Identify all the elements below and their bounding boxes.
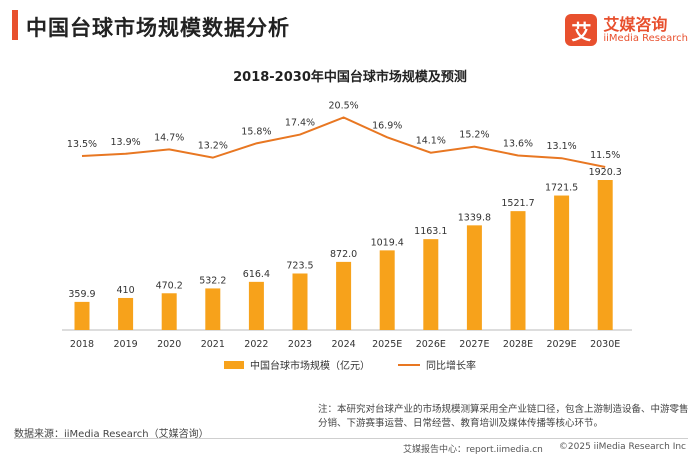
footer-divider xyxy=(14,438,688,439)
x-tick-label: 2022 xyxy=(244,339,268,350)
bar xyxy=(292,273,308,330)
line-value-label: 20.5% xyxy=(329,101,359,112)
data-source: 数据来源：iiMedia Research（艾媒咨询） xyxy=(14,429,209,440)
footer-copyright: ©2025 iiMedia Research Inc xyxy=(558,442,686,452)
brand-text: 艾媒咨询 iiMedia Research xyxy=(603,16,688,45)
bar-value-label: 359.9 xyxy=(68,289,95,300)
legend-item-line: 同比增长率 xyxy=(398,357,476,372)
page-title: 中国台球市场规模数据分析 xyxy=(26,16,290,40)
line-value-label: 14.7% xyxy=(154,132,184,143)
x-tick-label: 2030E xyxy=(590,339,620,350)
x-tick-label: 2029E xyxy=(547,339,577,350)
x-tick-label: 2020 xyxy=(157,339,181,350)
line-value-label: 11.5% xyxy=(590,150,620,161)
bar-value-label: 1521.7 xyxy=(501,198,534,209)
x-tick-label: 2018 xyxy=(70,339,94,350)
line-value-label: 13.2% xyxy=(198,141,228,152)
x-tick-label: 2027E xyxy=(459,339,489,350)
line-value-label: 17.4% xyxy=(285,118,315,129)
line-value-label: 15.8% xyxy=(241,126,271,137)
bar-value-label: 1721.5 xyxy=(545,183,578,194)
bar-value-label: 532.2 xyxy=(199,275,226,286)
bar xyxy=(423,239,439,330)
bar xyxy=(161,293,177,330)
legend-item-bar: 中国台球市场规模（亿元） xyxy=(224,357,370,372)
line-value-label: 16.9% xyxy=(372,120,402,131)
chart-title: 2018-2030年中国台球市场规模及预测 xyxy=(233,70,467,85)
footer-site: 艾媒报告中心：report.iimedia.cn xyxy=(402,445,543,455)
brand-mark-icon: 艾 xyxy=(565,14,598,46)
bar-value-label: 1339.8 xyxy=(458,212,491,223)
bar-value-label: 723.5 xyxy=(286,260,313,271)
line-value-label: 13.5% xyxy=(67,139,97,150)
legend-label-line: 同比增长率 xyxy=(426,361,476,372)
bar xyxy=(466,225,482,330)
bar xyxy=(554,195,570,330)
bar-value-label: 616.4 xyxy=(243,269,270,280)
line-value-label: 15.2% xyxy=(459,130,489,141)
legend-swatch-bar xyxy=(224,360,244,369)
brand-name-cn: 艾媒咨询 xyxy=(603,14,668,34)
bar xyxy=(379,250,395,330)
title-accent-bar xyxy=(12,10,18,40)
bar xyxy=(510,211,526,330)
line-value-label: 13.1% xyxy=(547,141,577,152)
bar-value-label: 1920.3 xyxy=(589,167,622,178)
bar xyxy=(205,288,221,330)
brand-name-en: iiMedia Research xyxy=(603,33,688,45)
bar xyxy=(74,301,90,330)
line-value-label: 14.1% xyxy=(416,136,446,147)
x-tick-label: 2025E xyxy=(372,339,402,350)
x-tick-label: 2019 xyxy=(114,339,138,350)
x-tick-label: 2028E xyxy=(503,339,533,350)
legend-swatch-line xyxy=(398,363,420,366)
bar-value-label: 872.0 xyxy=(330,249,357,260)
legend-label-bar: 中国台球市场规模（亿元） xyxy=(250,361,370,372)
bar-value-label: 470.2 xyxy=(156,280,183,291)
chart-legend: 中国台球市场规模（亿元） 同比增长率 xyxy=(0,357,700,372)
bar-value-label: 1019.4 xyxy=(371,237,404,248)
brand-logo: 艾 艾媒咨询 iiMedia Research xyxy=(565,14,688,46)
bar-value-label: 410 xyxy=(117,285,135,296)
footnote: 注：本研究对台球产业的市场规模测算采用全产业链口径，包含上游制造设备、中游零售分… xyxy=(318,404,689,429)
x-tick-label: 2021 xyxy=(201,339,225,350)
footer: 艾媒报告中心：report.iimedia.cn ©2025 iiMedia R… xyxy=(403,442,686,455)
growth-rate-line xyxy=(81,116,606,168)
x-tick-label: 2024 xyxy=(332,339,356,350)
bar xyxy=(597,180,613,330)
bar-value-label: 1163.1 xyxy=(414,226,447,237)
bar xyxy=(248,281,264,330)
x-tick-label: 2023 xyxy=(288,339,312,350)
line-value-label: 13.9% xyxy=(111,137,141,148)
bar xyxy=(336,261,352,330)
line-value-label: 13.6% xyxy=(503,138,533,149)
bar xyxy=(118,297,134,330)
x-tick-label: 2026E xyxy=(416,339,446,350)
